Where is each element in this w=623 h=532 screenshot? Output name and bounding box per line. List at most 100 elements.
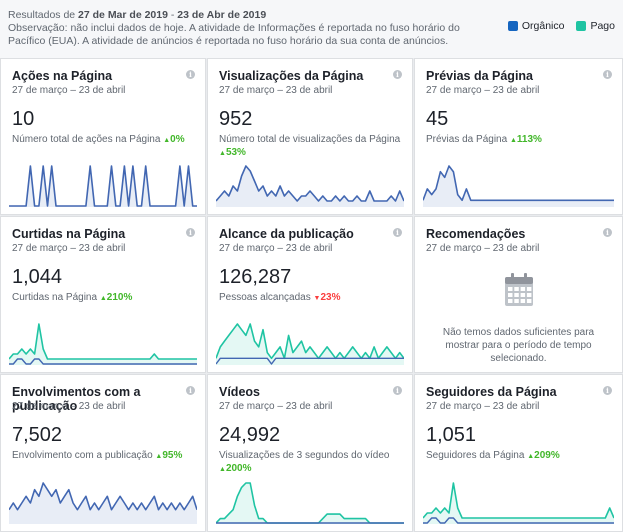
arrow-up-icon: ▲ xyxy=(155,453,163,460)
arrow-up-icon: ▲ xyxy=(99,295,107,302)
legend-paid[interactable]: Pago xyxy=(576,20,615,32)
arrow-up-icon: ▲ xyxy=(219,150,226,157)
card-date-range: 27 de março – 23 de abril xyxy=(426,243,540,254)
trend-line xyxy=(423,165,614,202)
trend-line xyxy=(9,482,197,511)
card-title[interactable]: Seguidores da Página xyxy=(426,385,557,399)
trend-line xyxy=(9,323,197,360)
metric-value: 24,992 xyxy=(219,424,281,446)
date-range-text: Resultados de 27 de Mar de 2019 - 23 de … xyxy=(8,9,267,21)
trend-line-organic xyxy=(9,358,197,365)
change-badge: ▲200% xyxy=(219,463,252,474)
metric-value: 952 xyxy=(219,108,253,130)
trend-chart xyxy=(216,323,404,365)
info-icon[interactable]: i xyxy=(186,386,195,395)
card-videos[interactable]: Vídeos 27 de março – 23 de abril i 24,992 Vi… xyxy=(207,374,413,532)
card-title[interactable]: Recomendações xyxy=(426,227,526,241)
card-date-range: 27 de março – 23 de abril xyxy=(426,401,540,412)
card-date-range: 27 de março – 23 de abril xyxy=(426,85,540,96)
card-page-followers[interactable]: Seguidores da Página 27 de março – 23 de … xyxy=(414,374,623,532)
trend-line xyxy=(9,165,197,207)
card-title[interactable]: Alcance da publicação xyxy=(219,227,354,241)
card-title[interactable]: Vídeos xyxy=(219,385,260,399)
trend-chart xyxy=(216,165,404,207)
organic-swatch xyxy=(507,21,518,31)
info-icon[interactable]: i xyxy=(393,70,402,79)
metric-value: 7,502 xyxy=(12,424,63,446)
metric-value: 1,044 xyxy=(12,266,63,288)
card-date-range: 27 de março – 23 de abril xyxy=(12,243,126,254)
change-badge: ▲0% xyxy=(163,134,185,145)
change-badge: ▼23% xyxy=(313,292,341,303)
trend-area xyxy=(423,483,614,524)
info-icon[interactable]: i xyxy=(603,70,612,79)
trend-chart xyxy=(423,165,614,207)
trend-line-organic xyxy=(423,517,614,524)
metric-description: Envolvimento com a publicação ▲95% xyxy=(12,450,183,461)
metric-value: 126,287 xyxy=(219,266,292,288)
info-icon[interactable]: i xyxy=(186,70,195,79)
card-page-previews[interactable]: Prévias da Página 27 de março – 23 de abr… xyxy=(414,58,623,215)
change-badge: ▲113% xyxy=(509,134,542,145)
trend-line xyxy=(216,323,404,360)
metric-value: 45 xyxy=(426,108,449,130)
trend-chart xyxy=(9,323,197,365)
metric-value: 1,051 xyxy=(426,424,477,446)
trend-chart xyxy=(9,482,197,524)
arrow-up-icon: ▲ xyxy=(219,466,226,473)
trend-area xyxy=(9,324,197,365)
insights-grid: Ações na Página 27 de março – 23 de abril… xyxy=(0,58,623,532)
card-date-range: 27 de março – 23 de abril xyxy=(12,85,126,96)
chart-legend: Orgânico Pago xyxy=(496,20,615,32)
results-header: Resultados de 27 de Mar de 2019 - 23 de … xyxy=(0,0,623,58)
arrow-up-icon: ▲ xyxy=(527,453,535,460)
metric-description: Curtidas na Página ▲210% xyxy=(12,292,133,303)
card-post-engagements[interactable]: Envolvimentos com a publicação 27 de març… xyxy=(0,374,206,532)
change-badge: ▲95% xyxy=(155,450,183,461)
legend-organic[interactable]: Orgânico xyxy=(507,20,564,32)
card-recommendations[interactable]: Recomendações 27 de março – 23 de abril i N… xyxy=(414,216,623,373)
arrow-up-icon: ▲ xyxy=(163,137,171,144)
calendar-icon xyxy=(504,273,533,306)
metric-description: Prévias da Página ▲113% xyxy=(426,134,542,145)
card-title[interactable]: Ações na Página xyxy=(12,69,113,83)
card-page-views[interactable]: Visualizações da Página 27 de março – 23 … xyxy=(207,58,413,215)
trend-line xyxy=(216,165,404,202)
metric-description: Visualizações de 3 segundos do vídeo ▲20… xyxy=(219,450,390,474)
card-title[interactable]: Visualizações da Página xyxy=(219,69,364,83)
trend-area xyxy=(216,483,404,524)
metric-description: Seguidores da Página ▲209% xyxy=(426,450,560,461)
empty-state: Não temos dados suficientes para mostrar… xyxy=(415,273,622,365)
trend-area xyxy=(423,166,614,207)
empty-state-text: Não temos dados suficientes para mostrar… xyxy=(442,327,595,364)
card-title[interactable]: Envolvimentos com a publicação xyxy=(12,385,141,413)
card-date-range: 27 de março – 23 de abril xyxy=(219,243,333,254)
metric-description: Pessoas alcançadas ▼23% xyxy=(219,292,341,303)
change-badge: ▲210% xyxy=(99,292,133,303)
change-badge: ▲209% xyxy=(527,450,560,461)
card-title[interactable]: Curtidas na Página xyxy=(12,227,126,241)
metric-description: Número total de ações na Página ▲0% xyxy=(12,134,185,145)
info-icon[interactable]: i xyxy=(603,228,612,237)
trend-line-organic xyxy=(216,357,404,365)
card-title[interactable]: Prévias da Página xyxy=(426,69,534,83)
trend-chart xyxy=(216,482,404,524)
timezone-note: Observação: não inclui dados de hoje. A … xyxy=(8,22,460,47)
info-icon[interactable]: i xyxy=(393,228,402,237)
card-date-range: 27 de março – 23 de abril xyxy=(12,401,126,412)
trend-chart xyxy=(423,482,614,524)
card-page-likes[interactable]: Curtidas na Página 27 de março – 23 de ab… xyxy=(0,216,206,373)
change-badge: ▲53% xyxy=(219,147,246,158)
card-page-actions[interactable]: Ações na Página 27 de março – 23 de abril… xyxy=(0,58,206,215)
info-icon[interactable]: i xyxy=(393,386,402,395)
trend-line xyxy=(423,482,614,519)
arrow-down-icon: ▼ xyxy=(313,295,321,302)
info-icon[interactable]: i xyxy=(603,386,612,395)
trend-chart xyxy=(9,165,197,207)
card-date-range: 27 de março – 23 de abril xyxy=(219,401,333,412)
paid-swatch xyxy=(576,21,587,31)
trend-area xyxy=(9,166,197,207)
card-post-reach[interactable]: Alcance da publicação 27 de março – 23 de… xyxy=(207,216,413,373)
info-icon[interactable]: i xyxy=(186,228,195,237)
metric-value: 10 xyxy=(12,108,35,130)
